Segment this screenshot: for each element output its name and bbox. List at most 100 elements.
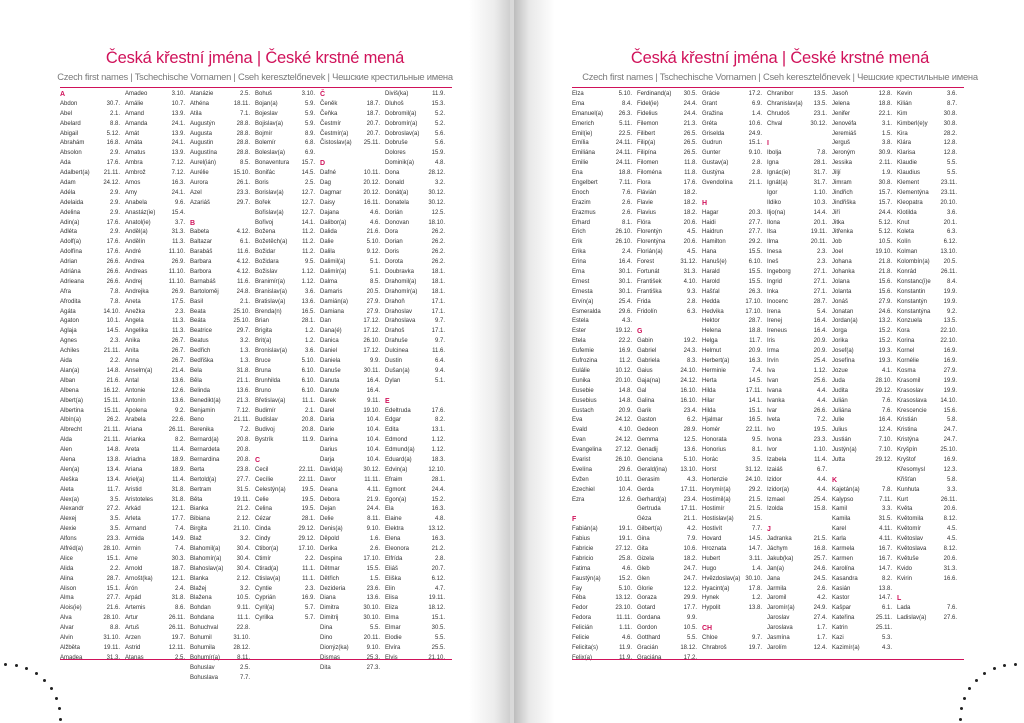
name-day-date: 5.8. xyxy=(946,476,957,483)
name-day-date: 23.3. xyxy=(106,536,120,543)
first-name: Fabián(a) xyxy=(572,526,598,533)
name-day-date: 5.6. xyxy=(434,140,445,147)
name-entry: Budivoj 20.8. xyxy=(255,426,320,436)
first-name: Hroznata xyxy=(702,545,727,552)
name-day-date: 4.6. xyxy=(369,219,380,226)
name-entry: Kornel 16.9. xyxy=(897,347,962,357)
name-entry: Edmund(a) 1.12. xyxy=(385,446,450,456)
name-entry: Filomen 11.8. xyxy=(637,159,702,169)
first-name: Amát xyxy=(125,130,140,137)
name-day-date: 2.2. xyxy=(109,565,120,572)
name-entry: Gabriela 8.3. xyxy=(637,357,702,367)
name-entry: Artur 26.11. xyxy=(125,614,190,624)
name-entry: Hana 15.5. xyxy=(702,248,767,258)
name-day-date: 26.2. xyxy=(431,239,445,246)
first-name: Erina xyxy=(572,259,587,266)
name-entry: Dina 5.5. xyxy=(320,624,385,634)
first-name: Amáta xyxy=(125,140,143,147)
name-entry: Dalma 8.5. xyxy=(320,278,385,288)
name-day-date: 31.7. xyxy=(813,180,827,187)
name-entry: Adalbert(a) 21.11. xyxy=(60,169,125,179)
name-day-date: 25.11. xyxy=(363,140,380,147)
name-day-date: 31.12. xyxy=(745,466,762,473)
name-entry: Ambra 7.12. xyxy=(125,159,190,169)
name-day-date: 28.9. xyxy=(683,427,697,434)
first-name: Jaroslava xyxy=(767,625,793,632)
name-entry: Arnold 18.7. xyxy=(125,565,190,575)
name-entry: Ingrid 27.1. xyxy=(767,278,832,288)
name-day-date: 1.5. xyxy=(369,575,380,582)
name-entry: Homér 22.11. xyxy=(702,426,767,436)
name-day-date: 13.8. xyxy=(106,456,120,463)
first-name: Karla xyxy=(832,536,847,543)
first-name: Brian xyxy=(255,318,270,325)
name-day-date: 11.1. xyxy=(302,575,315,582)
first-name: Drahoslav xyxy=(385,308,413,315)
name-day-date: 24.4. xyxy=(366,506,380,513)
name-day-date: 18.9. xyxy=(171,456,185,463)
name-day-date: 10.5. xyxy=(236,595,250,602)
first-name: Justián xyxy=(832,437,852,444)
name-day-date: 2.3. xyxy=(109,338,120,345)
name-entry: Anna 26.7. xyxy=(125,357,190,367)
first-name: Alvar xyxy=(60,625,74,632)
name-day-date: 3.1. xyxy=(881,120,892,127)
name-day-date: 21.5. xyxy=(748,496,762,503)
name-day-date: 12.5. xyxy=(683,437,697,444)
name-entry: Ferdinand(a) 30.5. xyxy=(637,90,702,100)
name-entry: Evžen 10.11. xyxy=(572,476,637,486)
name-day-date: 17.12. xyxy=(363,328,380,335)
first-name: Čestmír(a) xyxy=(320,130,349,137)
name-entry: Hašťal 26.3. xyxy=(702,288,767,298)
name-entry: Elaine 4.8. xyxy=(385,515,450,525)
name-entry: Kurt 26.11. xyxy=(897,496,962,506)
name-day-date: 3.2. xyxy=(239,585,250,592)
name-day-date: 30.12. xyxy=(428,199,445,206)
name-entry: Dorian 26.2. xyxy=(385,238,450,248)
first-name: Hvězdoslav(a) xyxy=(702,575,741,582)
name-day-date: 17.6. xyxy=(431,407,445,414)
name-day-date: 30.12. xyxy=(428,189,445,196)
first-name: Felicie xyxy=(572,634,590,641)
first-name: Estela xyxy=(572,318,589,325)
name-entry: Andělín 11.3. xyxy=(125,238,190,248)
first-name: Andrejka xyxy=(125,288,149,295)
name-entry: Ezechiel 10.4. xyxy=(572,486,637,496)
first-name: Árón xyxy=(125,585,138,592)
first-name: Bernardina xyxy=(190,456,220,463)
first-name: Blahoslav(a) xyxy=(190,565,224,572)
name-entry: Dalimil(a) 5.1. xyxy=(320,258,385,268)
first-name: Flóra xyxy=(637,219,651,226)
name-day-date: 11.11. xyxy=(616,615,632,622)
name-entry: Amatus 13.9. xyxy=(125,149,190,159)
first-name: Borislav(a) xyxy=(255,189,284,196)
name-day-date: 20.10. xyxy=(940,199,957,206)
first-name: Hedda xyxy=(702,298,720,305)
name-entry: Anabela 9.6. xyxy=(125,199,190,209)
name-entry: Jordan(a) 13.2. xyxy=(832,317,897,327)
name-entry: Bedřich 1.3. xyxy=(190,347,255,357)
name-entry: Gedeon 28.9. xyxy=(637,426,702,436)
name-day-date: 5.7. xyxy=(304,605,315,612)
first-name: Inka xyxy=(767,288,779,295)
name-entry: Angelika 11.3. xyxy=(125,327,190,337)
first-name: Kornélie xyxy=(897,358,920,365)
name-entry: Jáchym 16.8. xyxy=(767,545,832,555)
name-day-date: 1.12. xyxy=(301,269,315,276)
name-entry: Dita 27.3. xyxy=(320,664,385,674)
name-day-date: 13.8. xyxy=(748,605,762,612)
first-name: Ignác(ie) xyxy=(767,170,791,177)
name-entry: Emília 24.11. xyxy=(572,139,637,149)
name-entry: Josefína 19.3. xyxy=(832,357,897,367)
first-name: Květuše xyxy=(897,555,919,562)
name-day-date: 4.4. xyxy=(816,486,827,493)
name-entry: Filoména 11.8. xyxy=(637,169,702,179)
name-entry: Hvězdoslav(a) 30.10. xyxy=(702,575,767,585)
name-day-date: 9.12. xyxy=(366,249,380,256)
first-name: Křišťan xyxy=(897,476,917,483)
name-entry: Čestmír(a) 20.7. xyxy=(320,130,385,140)
name-entry: Athéna 18.11. xyxy=(190,100,255,110)
name-day-date: 22.10. xyxy=(940,338,957,345)
first-name: Erna xyxy=(572,269,585,276)
name-day-date: 5.10. xyxy=(618,585,632,592)
